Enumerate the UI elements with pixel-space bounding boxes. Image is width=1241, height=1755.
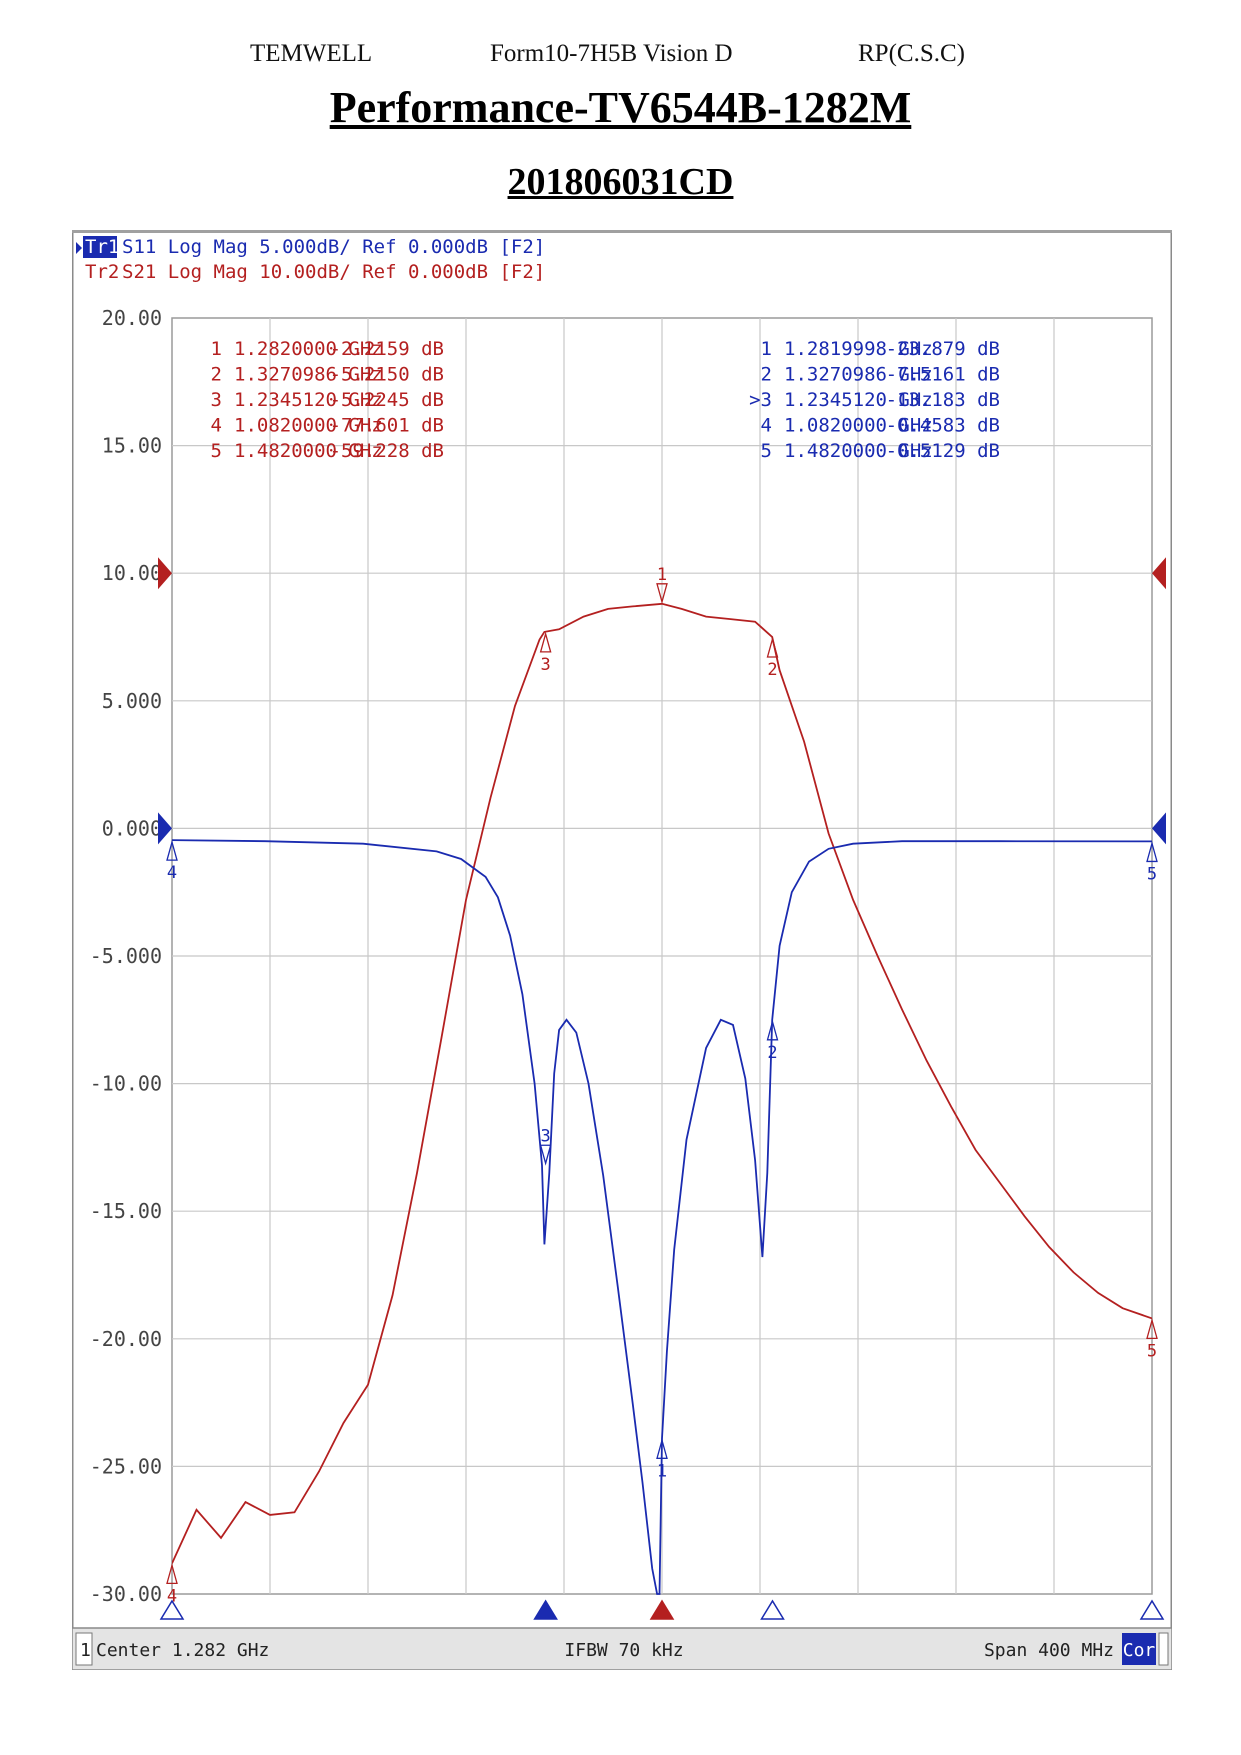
y-tick-label: 20.00 [102, 306, 162, 330]
y-tick-label: -15.00 [90, 1199, 162, 1223]
s11-marker-3-triangle [539, 1144, 552, 1166]
y-tick-label: 15.00 [102, 434, 162, 458]
s11-marker-2-label: 2 [767, 1043, 777, 1063]
y-tick-label: 0.000 [102, 816, 162, 840]
status-cor: Cor [1123, 1640, 1156, 1661]
s11-marker-table-freq: 1.2345120 GHz [784, 389, 933, 411]
stimulus-marker-3-icon [649, 1599, 675, 1620]
status-end-box [1158, 1632, 1169, 1666]
header-rp: RP(C.S.C) [858, 40, 965, 67]
s11-marker-5-label: 5 [1147, 864, 1157, 884]
s11-marker-table-value: -23.879 dB [886, 338, 1000, 360]
status-bar [71, 1627, 1173, 1671]
sparam-chart: Tr1 S11 Log Mag 5.000dB/ Ref 0.000dB [F2]… [70, 228, 1174, 1672]
s21-marker-5-label: 5 [1147, 1341, 1157, 1361]
y-tick-label: -25.00 [90, 1454, 162, 1478]
y-tick-label: 5.000 [102, 689, 162, 713]
s21-marker-table-freq: 1.2345120 GHz [234, 389, 383, 411]
s21-marker-table-value: -5.2245 dB [330, 389, 444, 411]
s11-ref-right-arrow-icon [1152, 812, 1166, 845]
s11-marker-5-triangle [1146, 840, 1158, 863]
s21-marker-1-triangle [656, 583, 668, 605]
tr1-label-highlight [83, 236, 117, 258]
s11-marker-1-triangle [656, 1437, 668, 1459]
s11-marker-table-num: 5 [761, 440, 772, 462]
s11-marker-table-freq: 1.0820000 GHz [784, 415, 933, 437]
s21-marker-table-num: 4 [211, 415, 222, 437]
s11-marker-table-value: -7.5161 dB [886, 364, 1000, 386]
status-span: Span 400 MHz [984, 1640, 1114, 1661]
y-tick-label: -20.00 [90, 1327, 162, 1351]
s11-marker-3-label: 3 [541, 1126, 551, 1146]
s21-ref-left-arrow-icon [158, 557, 172, 590]
s11-marker-table-value: -13.183 dB [886, 389, 1000, 411]
s21-marker-4-triangle [166, 1562, 178, 1585]
s11-ref-left-arrow-icon [158, 812, 172, 845]
s21-marker-table-value: -5.2150 dB [330, 364, 444, 386]
s11-marker-table-freq: 1.3270986 GHz [784, 364, 933, 386]
cor-badge [1122, 1633, 1156, 1665]
stimulus-marker-1-icon [159, 1599, 185, 1620]
s21-marker-table-freq: 1.2820000 GHz [234, 338, 383, 360]
tr2-settings: S21 Log Mag 10.00dB/ Ref 0.000dB [F2] [122, 261, 545, 283]
s11-marker-table-num: 1 [761, 338, 772, 360]
status-channel: 1 [80, 1640, 91, 1661]
s11-marker-table-freq: 1.4820000 GHz [784, 440, 933, 462]
s11-marker-table-num: 4 [761, 415, 772, 437]
active-trace-arrow-icon [76, 242, 82, 254]
s21-marker-2-label: 2 [767, 660, 777, 680]
s21-marker-1-label: 1 [657, 565, 667, 585]
s21-ref-right-arrow-icon [1152, 557, 1166, 590]
stimulus-marker-4-icon [760, 1599, 785, 1620]
tr1-settings: S11 Log Mag 5.000dB/ Ref 0.000dB [F2] [122, 236, 545, 258]
s21-marker-table-value: -2.2159 dB [330, 338, 444, 360]
tr2-label: Tr2 [85, 261, 119, 283]
s21-marker-table-num: 3 [211, 389, 222, 411]
s21-marker-table-num: 1 [211, 338, 222, 360]
s21-marker-2-triangle [766, 636, 779, 658]
s21-marker-3-triangle [539, 631, 552, 653]
s11-marker-table-num: >3 [749, 389, 772, 411]
status-ifbw: IFBW 70 kHz [564, 1640, 683, 1661]
y-tick-label: -30.00 [90, 1582, 162, 1606]
s21-marker-table-num: 2 [211, 364, 222, 386]
channel-box [75, 1632, 93, 1666]
s21-marker-3-label: 3 [541, 655, 551, 675]
s21-marker-table-value: -59.228 dB [330, 440, 444, 462]
s11-marker-4-label: 4 [167, 863, 177, 883]
network-analyzer-screen: Tr1 S11 Log Mag 5.000dB/ Ref 0.000dB [F2]… [70, 228, 1174, 1672]
y-tick-label: -5.000 [90, 944, 162, 968]
y-tick-label: 10.00 [102, 561, 162, 585]
tr1-label: Tr1 [85, 236, 119, 258]
page-title: Performance-TV6544B-1282M [329, 83, 912, 132]
y-tick-label: -10.00 [90, 1072, 162, 1096]
page-subtitle: 201806031CD [507, 161, 734, 203]
s21-marker-table-freq: 1.3270986 GHz [234, 364, 383, 386]
s11-marker-table-value: -0.4583 dB [886, 415, 1000, 437]
s11-marker-2-triangle [766, 1019, 779, 1041]
header-company: TEMWELL [250, 40, 373, 67]
s21-marker-4-label: 4 [167, 1586, 177, 1606]
s21-marker-5-triangle [1146, 1317, 1158, 1340]
series-line-s11 [172, 839, 1152, 1595]
s21-marker-table-value: -77.601 dB [330, 415, 444, 437]
stimulus-marker-2-icon [533, 1599, 558, 1620]
s11-marker-4-triangle [166, 839, 178, 861]
s11-marker-1-label: 1 [657, 1461, 667, 1481]
s21-marker-table-num: 5 [211, 440, 222, 462]
s11-marker-table-value: -0.5129 dB [886, 440, 1000, 462]
s11-marker-table-freq: 1.2819998 GHz [784, 338, 933, 360]
s11-marker-table-num: 2 [761, 364, 772, 386]
header-form-number: Form10-7H5B Vision D [490, 40, 733, 67]
s21-marker-table-freq: 1.0820000 GHz [234, 415, 383, 437]
s21-marker-table-freq: 1.4820000 GHz [234, 440, 383, 462]
status-center: Center 1.282 GHz [96, 1640, 269, 1661]
stimulus-marker-5-icon [1139, 1599, 1165, 1620]
